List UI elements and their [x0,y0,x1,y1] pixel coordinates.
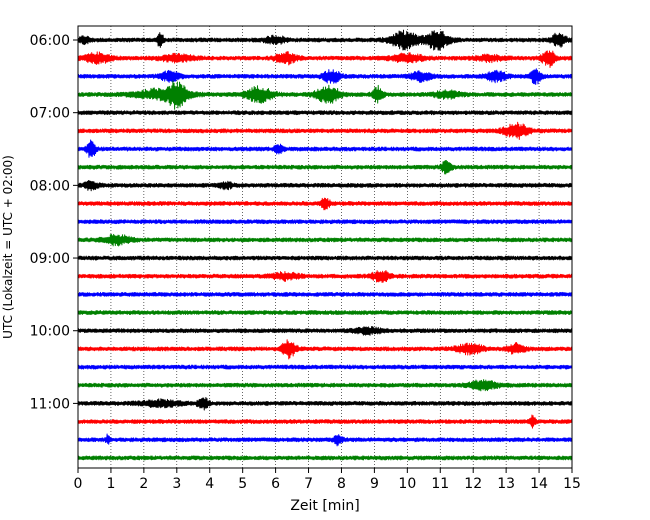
y-axis-label: UTC (Lokalzeit = UTC + 02:00) [1,155,15,339]
trace-row-21 [77,414,573,429]
seismograph-traces [77,29,573,461]
x-tick-label-15: 15 [563,476,581,492]
trace-row-17 [77,339,573,360]
trace-row-16 [77,326,573,336]
trace-row-15 [77,310,573,316]
x-tick-label-1: 1 [106,476,115,492]
trace-row-12 [77,255,573,261]
trace-row-10 [77,219,573,225]
y-tick-label-2: 08:00 [30,178,70,194]
trace-row-22 [77,433,573,447]
trace-row-20 [77,396,573,411]
x-axis-ticks: 0 1 2 3 4 5 6 7 8 9 10 11 12 13 14 15 [74,468,581,492]
x-tick-label-4: 4 [205,476,214,492]
trace-row-5 [77,121,573,140]
x-tick-label-6: 6 [271,476,280,492]
x-tick-label-12: 12 [464,476,482,492]
y-tick-label-0: 06:00 [30,33,70,49]
trace-row-4 [77,110,573,116]
trace-row-18 [77,364,573,370]
x-tick-label-13: 13 [497,476,515,492]
y-tick-label-3: 09:00 [30,251,70,267]
plot-frame [77,25,573,469]
trace-row-9 [77,197,573,211]
x-tick-label-3: 3 [172,476,181,492]
x-axis-label: Zeit [min] [290,498,359,514]
trace-row-19 [77,379,573,392]
x-tick-label-5: 5 [238,476,247,492]
trace-row-3 [77,80,573,110]
trace-row-2 [77,68,573,85]
x-tick-label-14: 14 [530,476,548,492]
x-tick-label-0: 0 [74,476,83,492]
trace-row-14 [77,291,573,297]
x-tick-label-2: 2 [139,476,148,492]
y-tick-label-4: 10:00 [30,324,70,340]
trace-row-8 [77,180,573,192]
x-tick-label-10: 10 [398,476,416,492]
x-tick-label-8: 8 [337,476,346,492]
trace-row-11 [77,233,573,247]
trace-row-7 [77,159,573,175]
trace-row-13 [77,269,573,283]
x-tick-label-7: 7 [304,476,313,492]
trace-row-1 [77,50,573,68]
y-tick-label-5: 11:00 [30,396,70,412]
x-tick-label-9: 9 [370,476,379,492]
y-axis-ticks: 06:00 07:00 08:00 09:00 10:00 11:00 [30,33,78,412]
trace-row-0 [77,29,573,51]
x-tick-label-11: 11 [431,476,449,492]
y-tick-label-1: 07:00 [30,106,70,122]
trace-row-6 [77,139,573,158]
trace-row-23 [77,455,573,461]
